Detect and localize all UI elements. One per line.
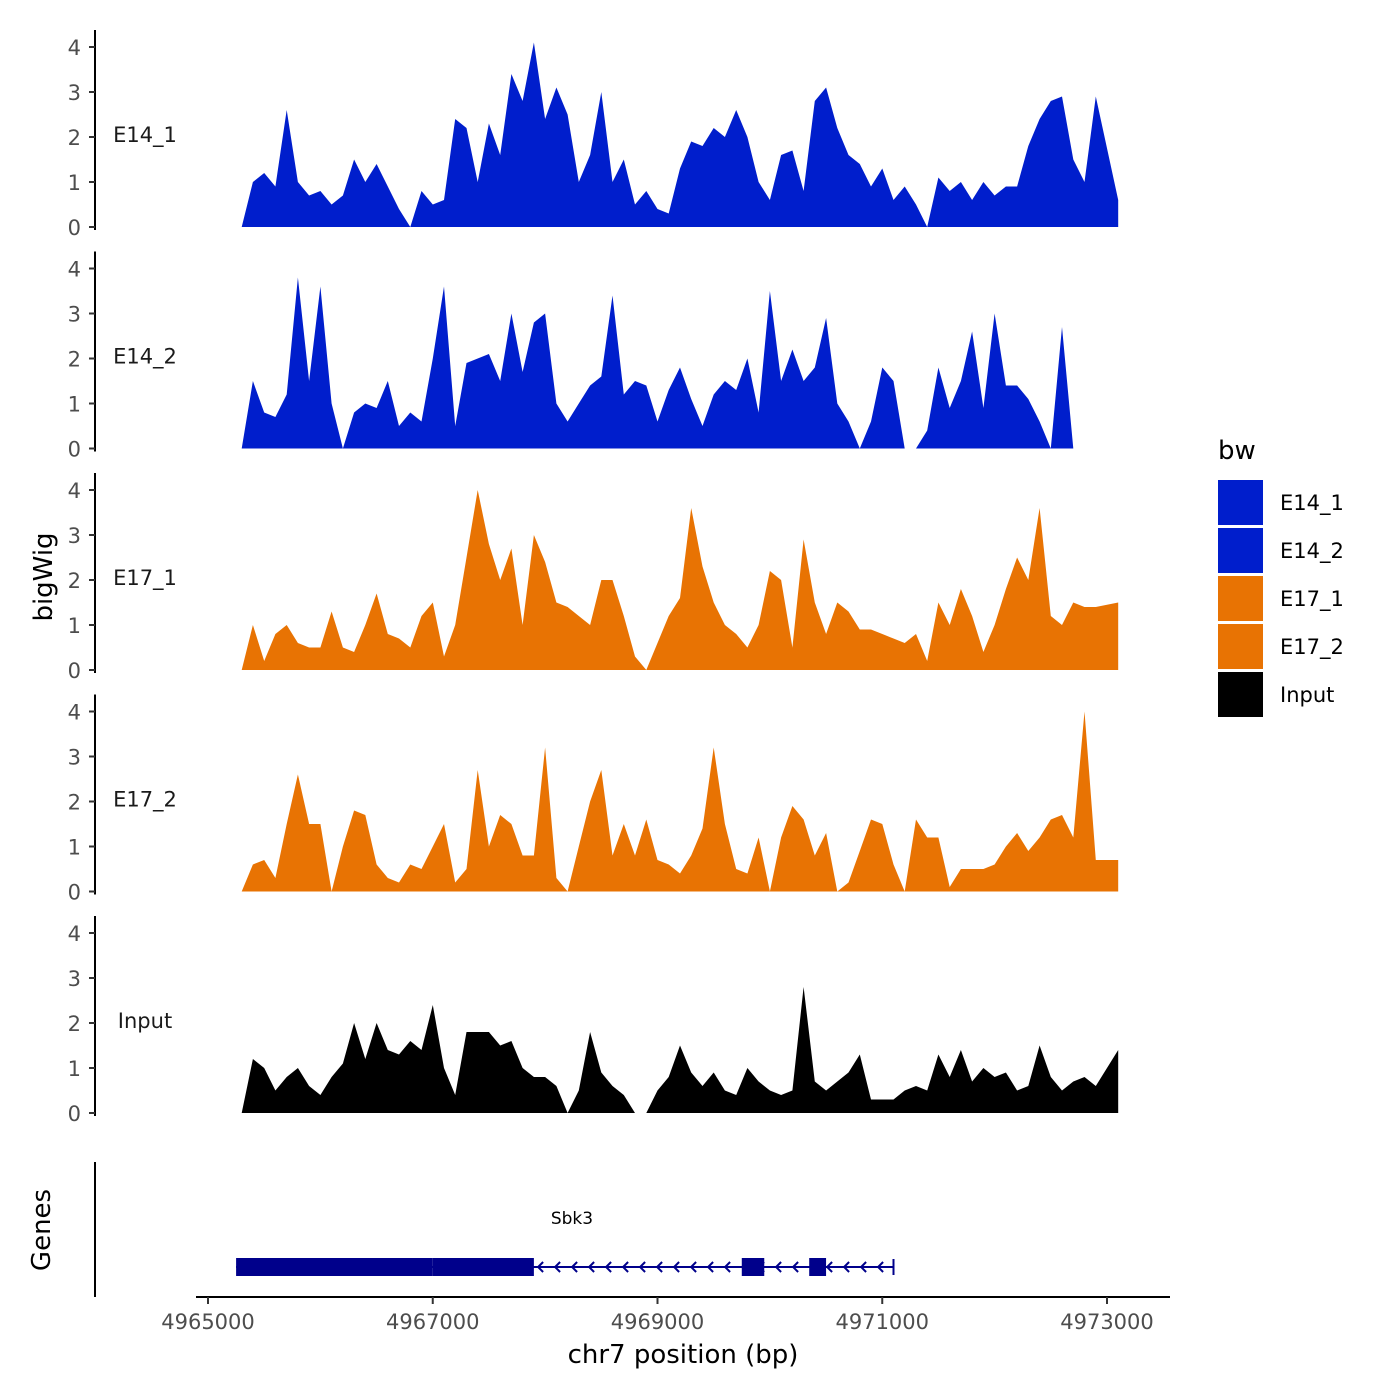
y-tick-label: 1 (68, 1057, 81, 1081)
legend-entries: E14_1 E14_2 E17_1 E17_2 Input (1218, 480, 1344, 717)
x-tick-label: 4971000 (835, 1310, 929, 1334)
gene-exon (809, 1258, 827, 1276)
legend-swatch (1218, 672, 1263, 717)
strand-arrow (689, 1261, 697, 1273)
signal-area-E14_1 (241, 42, 1119, 227)
strand-arrow (859, 1261, 867, 1273)
y-tick-label: 4 (68, 479, 81, 503)
legend-swatch (1218, 624, 1263, 669)
strand-arrow (553, 1261, 561, 1273)
strand-arrow (587, 1261, 595, 1273)
legend-swatch (1218, 480, 1263, 525)
y-tick-label: 4 (68, 922, 81, 946)
x-tick-label: 4973000 (1060, 1310, 1154, 1334)
track-Input: 0 1 2 3 4 Input (68, 916, 1119, 1126)
x-ticks: 4965000 4967000 4969000 4971000 4973000 (161, 1297, 1154, 1334)
gene-label: Sbk3 (551, 1209, 593, 1229)
x-axis: 4965000 4967000 4969000 4971000 4973000 chr7… (161, 1296, 1170, 1370)
strand-arrow (842, 1261, 850, 1273)
legend-swatch (1218, 528, 1263, 573)
y-tick-label: 0 (68, 1102, 81, 1126)
y-tick-label: 2 (68, 1012, 81, 1036)
strand-arrow (774, 1261, 782, 1273)
legend-entry: E14_1 (1218, 480, 1344, 525)
strand-arrow (621, 1261, 629, 1273)
y-tick-label: 0 (68, 659, 81, 683)
track-E17_1: 0 1 2 3 4 E17_1 (68, 473, 1119, 683)
legend-swatch (1218, 576, 1263, 621)
strand-arrow (876, 1261, 884, 1273)
x-tick-label: 4969000 (611, 1310, 705, 1334)
signal-tracks: 0 1 2 3 4 E14_1 0 1 2 3 4 E14_2 0 1 2 3 4 E17_1 0 1 2 3 4 E17_2… (68, 30, 1119, 1126)
signal-area-E14_2 (241, 277, 1119, 449)
y-tick-label: 4 (68, 36, 81, 60)
strand-arrow (672, 1261, 680, 1273)
genes-axis-title: Genes (27, 1189, 57, 1271)
y-tick-label: 3 (68, 303, 81, 327)
legend-entry: E17_1 (1218, 576, 1344, 621)
y-tick-label: 0 (68, 881, 81, 905)
x-tick-label: 4965000 (161, 1310, 255, 1334)
legend-label: E14_1 (1280, 491, 1344, 516)
track-E14_1: 0 1 2 3 4 E14_1 (68, 30, 1119, 240)
y-tick-label: 2 (68, 126, 81, 150)
strand-arrow (536, 1261, 544, 1273)
y-tick-label: 1 (68, 614, 81, 638)
y-tick-label: 4 (68, 258, 81, 282)
y-tick-label: 2 (68, 569, 81, 593)
y-tick-label: 1 (68, 836, 81, 860)
gene-exon (236, 1258, 433, 1276)
track-label: E17_1 (113, 566, 177, 591)
y-tick-label: 0 (68, 438, 81, 462)
strand-arrow (706, 1261, 714, 1273)
signal-area-E17_2 (241, 711, 1119, 892)
legend-title: bw (1218, 436, 1256, 466)
strand-arrow (723, 1261, 731, 1273)
signal-area-Input (241, 987, 1119, 1113)
y-tick-label: 3 (68, 524, 81, 548)
strand-arrow (570, 1261, 578, 1273)
gene-exon (741, 1258, 765, 1276)
y-tick-label: 3 (68, 746, 81, 770)
strand-arrow (825, 1261, 833, 1273)
track-label: Input (118, 1009, 172, 1033)
legend-entry: E14_2 (1218, 528, 1344, 573)
legend-entry: E17_2 (1218, 624, 1344, 669)
strand-arrow (638, 1261, 646, 1273)
legend-label: E17_2 (1280, 635, 1344, 660)
strand-arrow (791, 1261, 799, 1273)
track-label: E14_2 (113, 345, 177, 370)
y-tick-label: 2 (68, 791, 81, 815)
y-axis-title: bigWig (29, 532, 59, 621)
signal-area-E17_1 (241, 490, 1119, 670)
legend-label: Input (1280, 683, 1334, 707)
track-E14_2: 0 1 2 3 4 E14_2 (68, 251, 1119, 462)
track-label: E17_2 (113, 788, 177, 813)
track-label: E14_1 (113, 123, 177, 148)
y-tick-label: 3 (68, 967, 81, 991)
genes-panel: Genes Sbk3 (27, 1162, 895, 1297)
legend: bw E14_1 E14_2 E17_1 E17_2 Input (1218, 436, 1344, 717)
gene-exon (432, 1258, 534, 1276)
track-E17_2: 0 1 2 3 4 E17_2 (68, 694, 1119, 905)
strand-arrow (655, 1261, 663, 1273)
strand-arrow (604, 1261, 612, 1273)
legend-label: E17_1 (1280, 587, 1344, 612)
x-tick-label: 4967000 (386, 1310, 480, 1334)
gene-Sbk3: Sbk3 (236, 1209, 895, 1276)
y-tick-label: 0 (68, 216, 81, 240)
legend-label: E14_2 (1280, 539, 1344, 564)
y-tick-label: 1 (68, 393, 81, 417)
y-tick-label: 4 (68, 701, 81, 725)
legend-entry: Input (1218, 672, 1334, 717)
y-tick-label: 1 (68, 171, 81, 195)
y-tick-label: 3 (68, 81, 81, 105)
x-axis-title: chr7 position (bp) (568, 1340, 799, 1370)
y-tick-label: 2 (68, 348, 81, 372)
gene-models: Sbk3 (236, 1209, 895, 1276)
